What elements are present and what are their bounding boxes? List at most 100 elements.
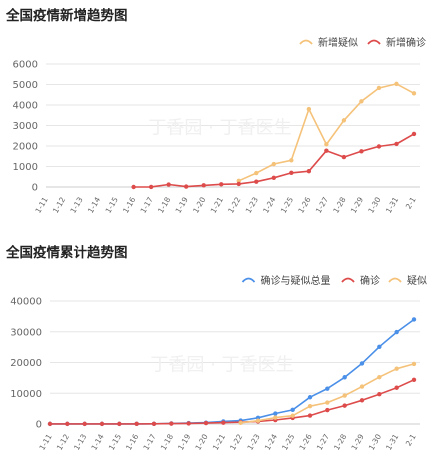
chart1-point	[376, 85, 382, 91]
chart2-x-tick-label: 1-14	[89, 432, 105, 451]
chart1-x-tick-label: 1-16	[121, 195, 137, 214]
chart1-x-tick-label: 1-22	[226, 195, 242, 214]
chart1-point	[201, 183, 206, 188]
chart2-x-tick-label: 1-21	[211, 432, 227, 451]
chart2-point	[307, 403, 313, 409]
chart2-point	[273, 411, 278, 416]
chart1-point	[289, 158, 294, 163]
chart2-x-tick-label: 1-20	[193, 432, 209, 451]
chart2-x-tick-label: 1-12	[55, 432, 71, 451]
chart2-point	[65, 421, 70, 427]
chart2-x-tick-label: 1-25	[280, 432, 296, 451]
chart2-legend-label: 确诊与疑似总量	[261, 274, 331, 287]
watermark-text: 丁香园 · 丁香医生	[148, 118, 291, 139]
chart2-y-tick-label: 20000	[10, 358, 42, 369]
chart2-point	[325, 400, 330, 405]
chart1-point	[341, 154, 347, 160]
chart2-x-tick-label: 1-11	[37, 432, 53, 451]
chart1-y-tick-label: 0	[32, 183, 38, 194]
chart2-point	[411, 317, 417, 322]
chart1-point	[271, 161, 277, 167]
chart1-x-tick-label: 2-1	[404, 195, 418, 210]
chart1-title: 全国疫情新增趋势图	[6, 8, 128, 24]
chart2-point	[342, 375, 347, 380]
chart2-x-tick-label: 1-31	[384, 432, 400, 451]
chart2-point	[411, 377, 417, 382]
chart2-legend-marker-1	[341, 277, 355, 283]
chart1-x-tick-label: 1-18	[156, 195, 172, 214]
chart1-x-tick-label: 1-17	[139, 195, 155, 214]
chart2-point	[359, 384, 365, 389]
chart1-legend-marker-1	[367, 39, 381, 45]
chart2-x-tick-label: 1-23	[245, 432, 261, 451]
chart2-y-tick-label: 10000	[10, 389, 42, 400]
chart1-point	[236, 181, 241, 187]
chart2-x-tick-label: 1-17	[141, 432, 157, 451]
chart2-point	[394, 366, 399, 371]
chart1-x-tick-label: 1-21	[209, 195, 225, 214]
chart2-y-tick-label: 40000	[10, 297, 42, 308]
chart1-point	[306, 169, 312, 174]
chart2-point	[307, 413, 313, 418]
chart2-point	[342, 393, 347, 398]
chart2-x-tick-label: 1-28	[332, 432, 348, 451]
chart2-x-tick-label: 1-22	[228, 432, 244, 451]
chart1-point	[324, 148, 329, 153]
chart1-point	[324, 142, 329, 147]
chart2-point	[169, 421, 174, 426]
chart2-title: 全国疫情累计趋势图	[6, 245, 128, 261]
chart1-x-tick-label: 1-20	[191, 195, 207, 214]
chart2-point	[325, 386, 330, 391]
chart1-legend-label: 新增疑似	[318, 36, 358, 49]
chart1-x-tick-label: 1-30	[366, 195, 382, 214]
chart2-x-tick-label: 1-16	[124, 432, 140, 451]
chart1-point	[166, 182, 171, 187]
chart1-x-tick-label: 1-15	[104, 195, 120, 214]
chart2-x-tick-label: 1-30	[367, 432, 383, 451]
chart1-point	[394, 141, 399, 147]
chart2-x-tick-label: 1-24	[263, 432, 279, 451]
chart2-point	[117, 421, 122, 427]
chart1-point	[359, 99, 364, 104]
chart1-y-tick-label: 2000	[13, 142, 38, 153]
chart1-point	[306, 106, 312, 112]
chart1-y-tick-label: 1000	[13, 162, 38, 173]
chart2-point	[377, 391, 382, 397]
chart2-x-tick-label: 2-1	[404, 432, 418, 447]
chart2-point	[307, 395, 313, 400]
chart2-point	[255, 418, 261, 423]
chart1-y-tick-label: 5000	[13, 80, 38, 91]
chart2-point	[221, 420, 226, 425]
chart1-x-tick-label: 1-24	[261, 195, 277, 214]
chart1-x-tick-label: 1-11	[33, 195, 49, 214]
chart1-point	[394, 81, 399, 87]
chart2-y-tick-label: 0	[36, 420, 42, 431]
chart2-point	[82, 421, 87, 427]
chart2-point	[186, 421, 191, 426]
chart2-point	[290, 407, 295, 413]
chart2-point	[359, 361, 365, 366]
chart1-x-tick-label: 1-25	[279, 195, 295, 214]
chart2-x-tick-label: 1-19	[176, 432, 192, 451]
chart1-x-tick-label: 1-26	[296, 195, 312, 214]
chart2-point	[47, 421, 53, 427]
chart1-x-tick-label: 1-31	[384, 195, 400, 214]
chart1-point	[411, 131, 417, 137]
chart2-point	[377, 374, 382, 380]
chart1-point	[183, 184, 189, 189]
chart2-legend-marker-2	[388, 277, 402, 283]
chart1-point	[148, 184, 154, 190]
chart1-y-tick-label: 6000	[13, 60, 38, 71]
chart1-point	[411, 91, 417, 96]
chart1-legend-label: 新增确诊	[386, 36, 426, 49]
chart2-point	[342, 403, 347, 408]
chart2-point	[238, 420, 243, 425]
chart2-point	[273, 415, 278, 420]
chart1-x-tick-label: 1-12	[51, 195, 67, 214]
chart1-point	[289, 170, 294, 176]
chart1-x-tick-label: 1-27	[314, 195, 330, 214]
chart2-point	[290, 413, 295, 418]
chart1-point	[376, 144, 382, 149]
chart2-x-tick-label: 1-13	[72, 432, 88, 451]
